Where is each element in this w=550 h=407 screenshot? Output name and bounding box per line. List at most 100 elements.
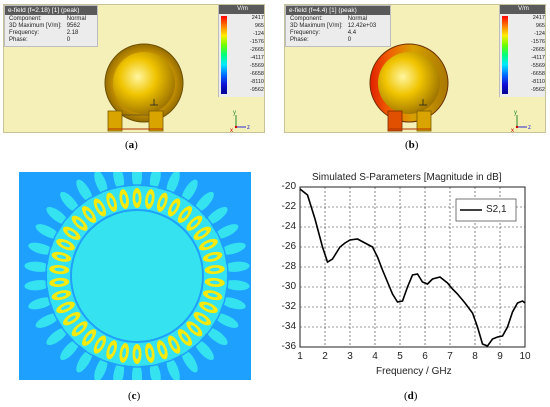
- field-lobe-core: [54, 267, 65, 272]
- colorbar-tick: -2665: [530, 47, 545, 53]
- colorbar-tick: -6658: [249, 71, 264, 77]
- legend-label: S2,1: [486, 204, 507, 215]
- field-lobe-core: [197, 315, 207, 322]
- field-lobe-core: [60, 242, 71, 248]
- colorbar-tick: -5569: [249, 63, 264, 69]
- y-tick-label: -28: [281, 261, 296, 272]
- field-outer-lobe: [35, 313, 60, 328]
- field-lobe-core: [60, 304, 71, 310]
- colorbar-tick: -9562: [249, 87, 264, 93]
- field-outer-lobe: [24, 280, 51, 291]
- panel-a-colorbar: V/m 2417 965 -124 -1576 -2665 -4117 -556…: [218, 5, 264, 97]
- field-lobe-core: [67, 315, 77, 322]
- panel-a-right-pin: [148, 110, 164, 132]
- colorbar-tick: -9562: [530, 87, 545, 93]
- field-lobe-core: [171, 340, 177, 350]
- x-tick-label: 4: [372, 351, 378, 362]
- table-row: Component: Normal: [9, 16, 87, 22]
- colorbar-tick: -5569: [530, 63, 545, 69]
- field-outer-lobe: [76, 179, 93, 203]
- field-outer-lobe: [76, 349, 93, 373]
- colorbar-tick: -8110: [250, 79, 264, 85]
- field-lobe-core: [56, 254, 67, 259]
- panel-a-colorbar-unit: V/m: [219, 5, 264, 14]
- x-tick-label: 3: [347, 351, 353, 362]
- y-tick-label: -22: [281, 201, 296, 212]
- field-lobe-core: [54, 280, 65, 285]
- panel-b-info-box: e-field (f=4.4) [1] (peak) Component: Nor…: [285, 5, 391, 47]
- panel-a-simulation: e-field (f=2.18) [1] (peak) Component: No…: [3, 4, 265, 133]
- colorbar-tick: -4117: [531, 55, 545, 61]
- field-lobe-core: [75, 219, 84, 227]
- table-row: Frequency: 2.18: [9, 30, 79, 36]
- x-tick-label: 6: [422, 351, 428, 362]
- colorbar-tick: -8110: [531, 79, 545, 85]
- field-lobe-core: [56, 293, 67, 298]
- field-outer-lobe: [214, 313, 239, 328]
- field-outer-lobe: [46, 206, 69, 225]
- caption-c: (c): [128, 390, 141, 402]
- table-row: Phase: 0: [9, 37, 71, 43]
- table-row: Frequency: 4.4: [290, 30, 357, 36]
- chart-title: Simulated S-Parameters [Magnitude in dB]: [312, 172, 502, 183]
- field-outer-lobe: [35, 224, 60, 239]
- field-outer-lobe: [166, 172, 180, 196]
- field-lobe-core: [181, 210, 189, 219]
- field-lobe-core: [75, 325, 84, 333]
- field-outer-lobe: [24, 261, 51, 272]
- field-outer-lobe: [223, 261, 250, 272]
- field-lobe-core: [190, 325, 199, 333]
- field-outer-lobe: [220, 242, 246, 255]
- panel-b-info-header: e-field (f=4.4) [1] (peak): [286, 6, 390, 15]
- field-lobe-core: [209, 267, 220, 272]
- colorbar-tick: 965: [254, 23, 264, 29]
- caption-d: (d): [404, 390, 418, 402]
- x-tick-label: 7: [447, 351, 453, 362]
- field-lobe-core: [209, 280, 220, 285]
- y-tick-label: -26: [281, 241, 296, 252]
- field-outer-lobe: [205, 327, 228, 346]
- field-outer-lobe: [60, 339, 80, 361]
- field-lobe-core: [109, 345, 115, 355]
- x-tick-label: 1: [297, 351, 303, 362]
- y-tick-label: -30: [281, 281, 296, 292]
- field-outer-lobe: [181, 179, 198, 203]
- field-lobe-core: [181, 333, 189, 342]
- field-lobe-core: [109, 197, 115, 207]
- y-tick-label: -24: [281, 221, 296, 232]
- field-outer-lobe: [194, 191, 214, 213]
- field-outer-lobe: [113, 172, 125, 191]
- panel-a-info-header: e-field (f=2.18) [1] (peak): [5, 6, 97, 15]
- field-lobe-core: [97, 340, 103, 350]
- series-line-s21: [299, 188, 526, 347]
- colorbar-tick: 2417: [532, 15, 545, 21]
- field-outer-lobe: [220, 297, 246, 310]
- y-tick-label: -32: [281, 301, 296, 312]
- field-lobe-core: [122, 347, 127, 358]
- panel-a-inner-disc: [113, 52, 175, 114]
- field-outer-lobe: [223, 280, 250, 291]
- field-lobe-core: [207, 254, 218, 259]
- field-outer-lobe: [194, 339, 214, 361]
- panel-b-axis-triad: y z x: [511, 110, 531, 132]
- colorbar-tick: 965: [535, 23, 545, 29]
- table-row: Component: Normal: [290, 16, 368, 22]
- field-lobe-core: [97, 202, 103, 212]
- colorbar-tick: -1576: [530, 39, 545, 45]
- field-lobe-core: [159, 197, 165, 207]
- colorbar-tick: -124: [533, 31, 545, 37]
- field-outer-lobe: [113, 361, 125, 380]
- panel-c-field-map: [19, 172, 251, 380]
- field-lobe-core: [190, 219, 199, 227]
- x-tick-label: 9: [497, 351, 503, 362]
- table-row: Phase: 0: [290, 37, 352, 43]
- y-tick-label: -36: [281, 341, 296, 352]
- field-outer-lobe: [94, 172, 108, 196]
- field-lobe-core: [197, 230, 207, 237]
- field-outer-lobe: [205, 206, 228, 225]
- colorbar-tick: -4117: [250, 55, 264, 61]
- field-core-disc: [47, 186, 227, 366]
- field-lobe-core: [85, 333, 93, 342]
- field-lobe-core: [207, 293, 218, 298]
- colorbar-tick: -1576: [249, 39, 264, 45]
